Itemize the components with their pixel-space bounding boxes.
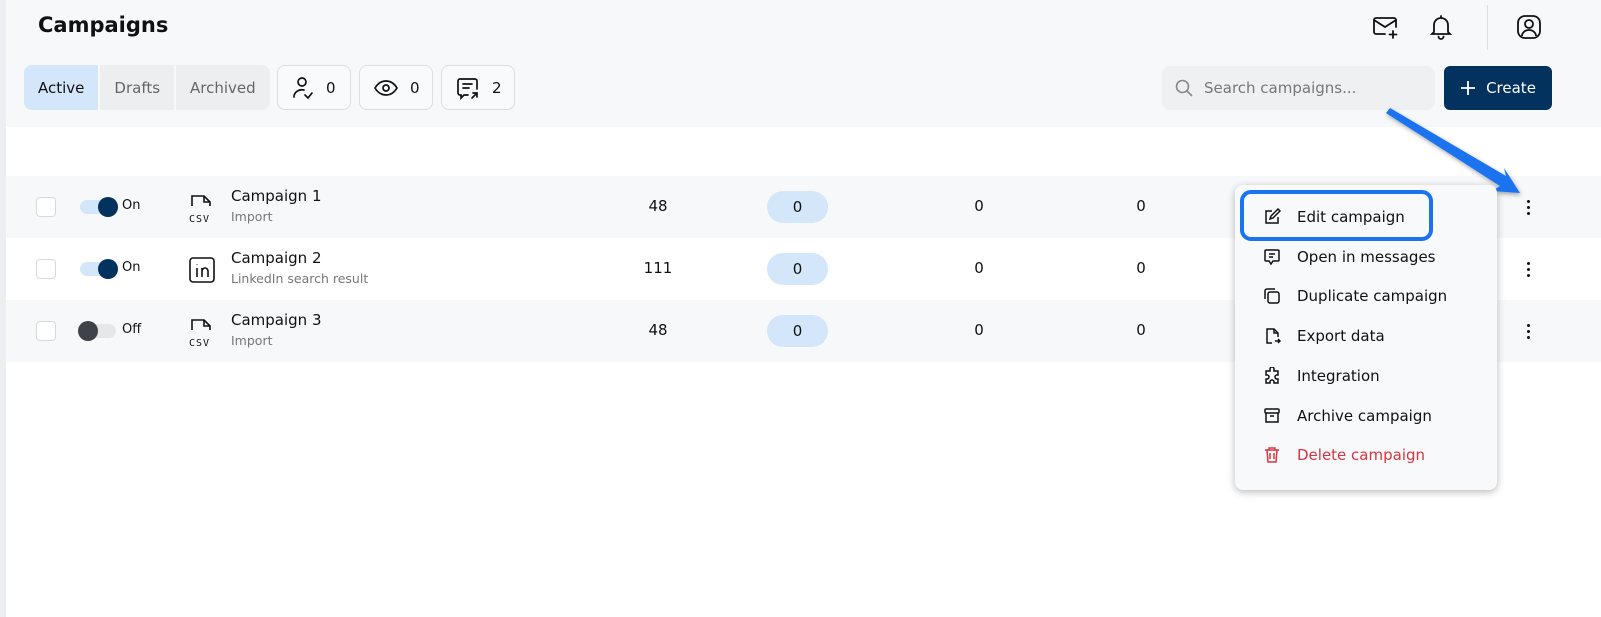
search-icon [1175,79,1193,97]
menu-item-edit-campaign[interactable]: Edit campaign [1249,200,1479,234]
campaign-toggle[interactable] [78,197,118,217]
csv-icon: CSV [188,192,216,225]
search-input[interactable] [1204,79,1424,97]
eye-icon [374,79,398,96]
stat-value: 2 [492,78,502,97]
page-title: Campaigns [38,13,169,37]
more-options-icon[interactable] [1520,319,1536,343]
user-check-icon [293,76,313,99]
bell-icon[interactable] [1427,12,1455,42]
metric-value: 0 [1136,321,1146,339]
menu-item-export-data[interactable]: Export data [1249,319,1479,353]
more-options-icon[interactable] [1520,257,1536,281]
plus-icon [1461,81,1476,95]
menu-item-label: Delete campaign [1297,446,1426,465]
svg-text:CSV: CSV [189,338,210,348]
campaign-toggle[interactable] [78,321,118,341]
message-reply-icon [457,77,478,100]
more-options-icon[interactable] [1520,195,1536,219]
row-checkbox[interactable] [36,259,56,279]
copy-icon [1263,287,1281,305]
left-border [0,0,6,617]
menu-item-delete-campaign[interactable]: Delete campaign [1249,438,1479,472]
campaign-name[interactable]: Campaign 1 [231,187,322,205]
puzzle-icon [1263,366,1281,385]
table-row: On Campaign 2 LinkedIn search result 111… [6,238,1601,300]
pencil-icon [1263,208,1281,226]
menu-item-label: Archive campaign [1297,406,1432,425]
campaign-name[interactable]: Campaign 3 [231,311,322,329]
highlight-box [1240,190,1433,241]
metric-value: 0 [1136,259,1146,277]
metric-value: 0 [974,197,984,215]
menu-item-duplicate-campaign[interactable]: Duplicate campaign [1249,279,1479,313]
campaign-source: Import [231,333,273,348]
leads-count: 48 [648,321,668,339]
header-divider [1487,5,1488,50]
leads-count: 48 [648,197,668,215]
tab-active[interactable]: Active [24,65,101,110]
tab-drafts[interactable]: Drafts [100,65,177,110]
count-pill: 0 [767,191,828,223]
menu-item-label: Edit campaign [1297,208,1405,226]
stat-users-filter[interactable]: 0 [277,65,351,110]
campaign-source: LinkedIn search result [231,271,369,286]
svg-text:CSV: CSV [189,214,210,224]
menu-item-label: Duplicate campaign [1297,287,1448,306]
metric-value: 0 [974,259,984,277]
trash-icon [1263,446,1281,464]
message-icon [1263,248,1281,266]
create-label: Create [1486,79,1536,97]
archive-icon [1263,407,1281,425]
stat-views-filter[interactable]: 0 [359,65,433,110]
mail-plus-icon[interactable] [1370,12,1400,42]
menu-item-integration[interactable]: Integration [1249,359,1479,393]
status-tabs: Active Drafts Archived [24,65,270,110]
search-box [1162,66,1435,110]
metric-value: 0 [1136,197,1146,215]
menu-item-label: Open in messages [1297,247,1436,266]
menu-item-label: Export data [1297,327,1385,346]
leads-count: 111 [643,259,673,277]
csv-icon: CSV [188,316,216,349]
tab-archived[interactable]: Archived [190,78,256,97]
stat-replies-filter[interactable]: 2 [441,65,515,110]
menu-item-archive-campaign[interactable]: Archive campaign [1249,399,1479,433]
menu-item-open-in-messages[interactable]: Open in messages [1249,240,1479,274]
stat-value: 0 [326,78,336,97]
row-checkbox[interactable] [36,321,56,341]
count-pill: 0 [767,315,828,347]
campaign-context-menu: Edit campaign Open in messages Duplicate c… [1235,185,1497,490]
toggle-label: On [122,260,141,275]
campaign-toggle[interactable] [78,259,118,279]
row-checkbox[interactable] [36,197,56,217]
file-export-icon [1263,327,1281,345]
count-pill: 0 [767,253,828,285]
toggle-label: On [122,198,141,213]
user-circle-icon[interactable] [1514,12,1544,42]
campaign-name[interactable]: Campaign 2 [231,249,322,267]
create-button[interactable]: Create [1444,66,1552,110]
toggle-label: Off [122,322,142,337]
campaign-source: Import [231,209,273,224]
linkedin-icon [188,254,216,286]
menu-item-label: Integration [1297,366,1380,385]
metric-value: 0 [974,321,984,339]
stat-value: 0 [410,78,420,97]
